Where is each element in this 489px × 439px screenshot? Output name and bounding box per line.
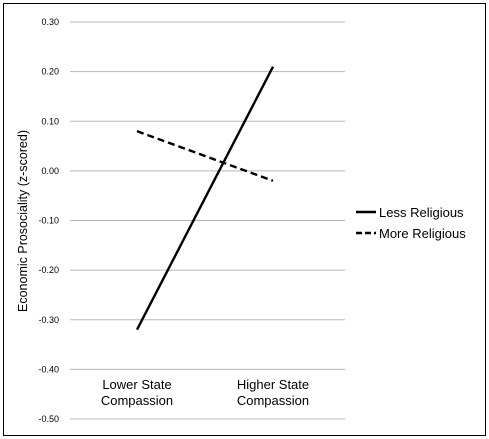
y-tick-label: 0.10 — [41, 116, 59, 126]
y-tick-label: -0.50 — [38, 414, 59, 424]
legend: Less Religious More Religious — [356, 205, 466, 241]
y-tick-label: -0.40 — [38, 364, 59, 374]
x-category-label-line: Higher State — [237, 377, 309, 392]
series-line-more-religious — [136, 130, 274, 182]
y-tick-label: 0.00 — [41, 166, 59, 176]
y-tick-label: 0.20 — [41, 67, 59, 77]
series-line-less-religious — [135, 66, 275, 331]
y-axis-title: Economic Prosociality (z-scored) — [16, 130, 30, 312]
y-tick-label: -0.10 — [38, 216, 59, 226]
series-lines — [135, 66, 275, 331]
x-category-label: Higher State Compassion — [237, 377, 309, 408]
chart-border — [3, 3, 486, 436]
legend-label: Less Religious — [379, 205, 464, 220]
y-axis-ticks: 0.30 0.20 0.10 0.00 -0.10 -0.20 -0.30 -0.40 -0.5… — [38, 17, 59, 424]
y-tick-label: -0.20 — [38, 265, 59, 275]
gridlines — [70, 21, 345, 420]
y-tick-label: 0.30 — [41, 17, 59, 27]
x-category-label-line: Lower State — [102, 377, 171, 392]
y-tick-label: -0.30 — [38, 315, 59, 325]
legend-label: More Religious — [379, 226, 466, 241]
x-category-label: Lower State Compassion — [101, 377, 173, 408]
x-category-label-line: Compassion — [101, 393, 173, 408]
x-category-label-line: Compassion — [237, 393, 309, 408]
